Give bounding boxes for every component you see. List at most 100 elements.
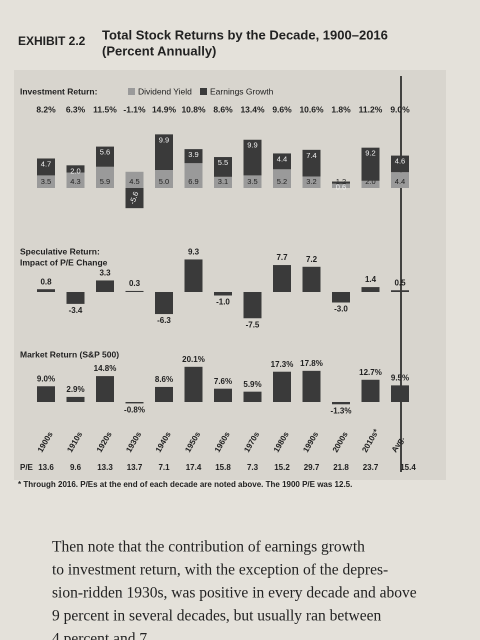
bar-label: 4.3 <box>70 177 80 186</box>
dividend-bar <box>273 169 291 188</box>
exhibit-label: EXHIBIT 2.2 <box>18 34 86 48</box>
dividend-bar <box>332 183 350 188</box>
body-line: 4 percent and 7 <box>52 631 147 640</box>
bar <box>214 292 232 296</box>
bar-label: 7.7 <box>276 253 288 262</box>
bar-label: 0.3 <box>129 279 141 288</box>
bar-label: 3.5 <box>41 177 51 186</box>
bar-label: 7.2 <box>306 255 318 264</box>
bar-label: 14.8% <box>94 364 117 373</box>
bar-label: 1.2 <box>336 177 346 186</box>
bar <box>332 292 350 303</box>
bar <box>361 287 380 292</box>
earnings-bar <box>391 155 409 173</box>
bar-label: -1.0 <box>216 298 230 307</box>
dividend-bar <box>155 170 173 188</box>
dividend-bar <box>184 163 203 188</box>
bar-label: -1.3% <box>331 406 352 415</box>
bar-label: 5.5 <box>218 158 228 167</box>
total-label: 1.8% <box>331 104 351 114</box>
bar-label: -3.0 <box>334 305 348 314</box>
earnings-bar <box>155 134 173 170</box>
bar-label: 3.2 <box>306 177 316 186</box>
earnings-bar <box>184 149 203 164</box>
bar-label: 9.5% <box>391 373 409 382</box>
earnings-bar <box>66 165 85 173</box>
bar <box>214 388 232 402</box>
body-line: sion-ridden 1930s, was positive in every… <box>52 585 417 602</box>
bar-label: 1.4 <box>365 275 377 284</box>
bar-label: 9.9 <box>247 141 257 150</box>
bar-label: -5.6 <box>128 190 141 205</box>
pe-value: 21.8 <box>333 463 349 472</box>
bar-label: 5.9% <box>243 380 261 389</box>
bar <box>302 370 321 402</box>
bar-label: 4.4 <box>395 177 405 186</box>
bar <box>96 280 114 292</box>
dividend-bar <box>37 175 55 188</box>
bar-label: 9.0% <box>37 374 55 383</box>
dividend-bar <box>66 172 85 188</box>
bar <box>155 292 173 315</box>
body-line: to investment return, with the exception… <box>52 562 388 579</box>
bar-label: 2.0 <box>365 177 375 186</box>
bar-label: 5.0 <box>159 177 169 186</box>
bar <box>66 292 85 304</box>
bar-label: 4.4 <box>277 154 287 163</box>
bar <box>273 371 291 402</box>
panel-title: Speculative Return: <box>20 246 100 256</box>
bar-label: 5.2 <box>277 177 287 186</box>
bar-label: 17.8% <box>300 359 323 368</box>
bar-label: 5.9 <box>100 177 110 186</box>
earnings-bar <box>96 146 114 167</box>
bar-label: -0.8% <box>124 406 145 415</box>
dividend-bar <box>391 172 409 188</box>
bar <box>125 290 144 292</box>
pe-label: P/E <box>20 463 34 472</box>
total-label: 6.3% <box>66 104 86 114</box>
bar <box>125 402 144 404</box>
bar-label: 0.5 <box>394 278 406 287</box>
dividend-bar <box>214 176 232 188</box>
dividend-bar <box>243 175 262 188</box>
body-line: Then note that the contribution of earni… <box>52 539 365 556</box>
bar <box>184 259 203 292</box>
earnings-bar <box>37 158 55 176</box>
legend-swatch <box>200 88 207 95</box>
bar-label: 7.6% <box>214 377 232 386</box>
earnings-bar <box>302 149 321 177</box>
total-label: 14.9% <box>152 104 177 114</box>
exhibit-subtitle: (Percent Annually) <box>102 43 216 58</box>
bar-label: 9.3 <box>188 248 200 257</box>
pe-value: 7.3 <box>247 463 259 472</box>
bar-label: 3.9 <box>188 150 198 159</box>
legend-swatch <box>128 88 135 95</box>
pe-value: 15.8 <box>215 463 231 472</box>
pe-value: 13.3 <box>97 463 113 472</box>
total-label: -1.1% <box>123 104 146 114</box>
earnings-bar <box>243 139 262 176</box>
panel-title: Market Return (S&P 500) <box>20 349 119 359</box>
bar-label: 17.3% <box>271 360 294 369</box>
panel-title: Investment Return: <box>20 86 98 96</box>
pe-value: 13.7 <box>127 463 143 472</box>
panel-subtitle: Impact of P/E Change <box>20 257 108 267</box>
total-label: 10.8% <box>181 104 206 114</box>
pe-value: 17.4 <box>186 463 202 472</box>
bar-label: 4.7 <box>41 159 51 168</box>
earnings-bar <box>361 147 380 181</box>
pe-value: 7.1 <box>158 463 170 472</box>
bar-label: 3.3 <box>99 269 111 278</box>
pe-value: 15.4 <box>400 463 416 472</box>
total-label: 8.6% <box>213 104 233 114</box>
total-label: 10.6% <box>299 104 324 114</box>
bar-label: 20.1% <box>182 355 205 364</box>
total-label: 13.4% <box>240 104 265 114</box>
bar <box>391 290 409 292</box>
pe-value: 15.2 <box>274 463 290 472</box>
bar <box>155 386 173 402</box>
bar <box>66 396 85 402</box>
bar-label: 3.1 <box>218 177 228 186</box>
bar-label: 4.5 <box>129 177 139 186</box>
bar-label: 12.7% <box>359 368 382 377</box>
